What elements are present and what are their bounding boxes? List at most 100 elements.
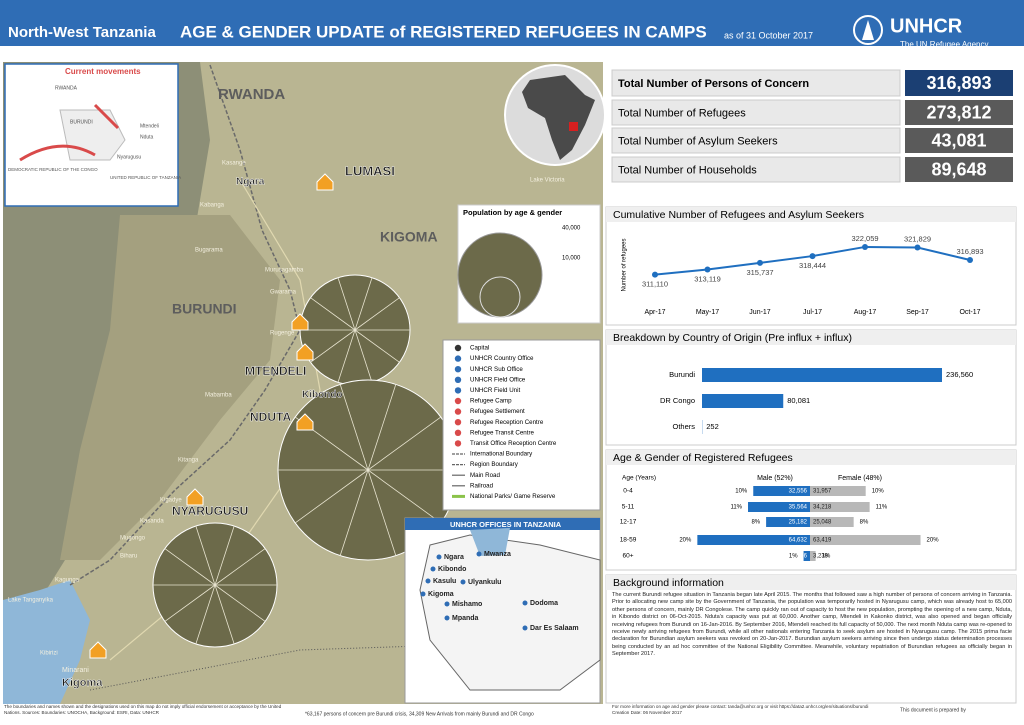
age-label: 12-17 — [620, 519, 637, 526]
legend-symbol — [454, 366, 462, 373]
female-bar — [810, 551, 816, 561]
figure-label: Total Number of Persons of Concern — [618, 78, 809, 90]
figure-label-box — [611, 99, 901, 126]
office-marker — [430, 566, 436, 572]
office-label: Dar Es Salaam — [530, 625, 579, 632]
office-label: Ngara — [444, 554, 464, 561]
railroad — [89, 639, 601, 691]
pie-divider — [337, 329, 356, 383]
panel — [605, 206, 1017, 326]
row-header: Age (Years) — [622, 475, 656, 482]
pie-divider — [367, 384, 397, 471]
legend-label: Refugee Reception Centre — [470, 419, 544, 426]
pct-label: 8% — [860, 520, 869, 526]
pie-divider — [310, 297, 356, 331]
data-label: 311,110 — [642, 280, 668, 289]
inset-label: Mtendeli — [140, 123, 159, 129]
data-label: 252 — [706, 422, 719, 431]
office-label: Mpanda — [452, 615, 479, 622]
panel-title: Age & Gender of Registered Refugees — [613, 452, 793, 464]
pie-divider — [294, 469, 369, 524]
bar — [702, 394, 784, 408]
pie-divider — [367, 469, 442, 524]
category-label: Burundi — [669, 370, 695, 379]
legend-symbol — [454, 397, 462, 405]
legend-symbol — [454, 408, 462, 415]
office-marker — [522, 600, 528, 606]
camp-icon — [291, 313, 309, 331]
logo-emblem — [853, 15, 883, 45]
figure-value: 89,648 — [931, 159, 986, 179]
data-label: 318,444 — [799, 261, 826, 270]
office-marker — [420, 591, 426, 597]
footer-note: For more information on age and gender p… — [612, 704, 869, 715]
pct-label: 10% — [735, 489, 748, 495]
data-label: 3,238 — [813, 554, 829, 560]
panel-title: Cumulative Number of Refugees and Asylum… — [613, 209, 864, 221]
y-axis-label: Number of refugees — [622, 238, 628, 291]
offices-title: UNHCR OFFICES IN TANZANIA — [450, 520, 562, 529]
pie-legend-big — [457, 232, 543, 318]
x-tick-label: Jun-17 — [749, 309, 771, 316]
panel — [605, 574, 1017, 704]
figure-value: 273,812 — [926, 102, 991, 122]
figure-value-box — [905, 128, 1013, 153]
pie-divider — [354, 297, 400, 331]
figure-label-box — [611, 127, 901, 154]
office-marker — [425, 578, 431, 584]
male-bar — [766, 517, 810, 527]
camp-icon — [89, 641, 107, 659]
panel-title: Background information — [613, 577, 724, 589]
pie-legend-title: Population by age & gender — [463, 208, 562, 217]
legend-label: Refugee Transit Centre — [470, 429, 535, 436]
pie-divider — [195, 584, 216, 645]
pie-legend-tick: 40,000 — [562, 226, 581, 232]
male-bar — [753, 486, 810, 496]
legend-symbol — [454, 355, 462, 362]
legend-label: Refugee Settlement — [470, 408, 525, 415]
date: as of 31 October 2017 — [724, 30, 813, 40]
map-label: Kabanga — [200, 203, 225, 209]
footer-note: *63,167 persons of concern pre Burundi c… — [305, 711, 534, 717]
legend-symbol — [454, 344, 462, 352]
inset-arrow — [19, 144, 96, 162]
office-label: Dodoma — [530, 600, 558, 607]
legend-label: UNHCR Country Office — [470, 355, 534, 362]
legend-box — [442, 339, 601, 511]
data-label: 34,218 — [813, 505, 832, 511]
x-tick-label: Jul-17 — [803, 309, 822, 316]
data-label: 31,957 — [813, 489, 832, 495]
inset-label: UNITED REPUBLIC OF TANZANIA — [110, 175, 181, 180]
data-label: 316,893 — [956, 247, 983, 256]
data-label: 236,560 — [946, 370, 973, 379]
map-label: Kasange — [222, 161, 246, 167]
figure-label-box — [611, 156, 901, 183]
office-label: Kigoma — [428, 591, 454, 598]
legend-label: Region Boundary — [470, 461, 519, 468]
pie-legend-small — [479, 276, 521, 318]
pct-label: 8% — [751, 520, 760, 526]
panel-title-bar — [606, 330, 1016, 345]
male-bar — [748, 502, 810, 512]
pie-divider — [339, 384, 369, 471]
terrain-burundi — [60, 215, 280, 560]
camp-icon — [316, 173, 334, 191]
figure-value-box — [905, 157, 1013, 182]
office-label: Kibondo — [438, 566, 466, 573]
offices-title-bar — [405, 518, 600, 530]
background-text: The current Burundi refugee situation in… — [612, 592, 1012, 658]
map-label: KIGOMA — [380, 229, 438, 245]
office-marker — [444, 615, 450, 621]
header-bar — [0, 0, 1024, 46]
map-label: NDUTA — [250, 410, 291, 424]
age-label: 5-11 — [622, 504, 635, 511]
legend-label: Main Road — [470, 472, 500, 479]
pct-label: 20% — [927, 538, 940, 544]
region: North-West Tanzania — [8, 24, 156, 41]
figure-label: Total Number of Refugees — [618, 107, 746, 119]
panel-title-bar — [606, 207, 1016, 222]
map-label: Kagunga — [55, 578, 80, 584]
map-label: RWANDA — [218, 86, 285, 103]
tanzania-mark — [569, 122, 578, 131]
map-label: Kigoma — [62, 677, 103, 689]
